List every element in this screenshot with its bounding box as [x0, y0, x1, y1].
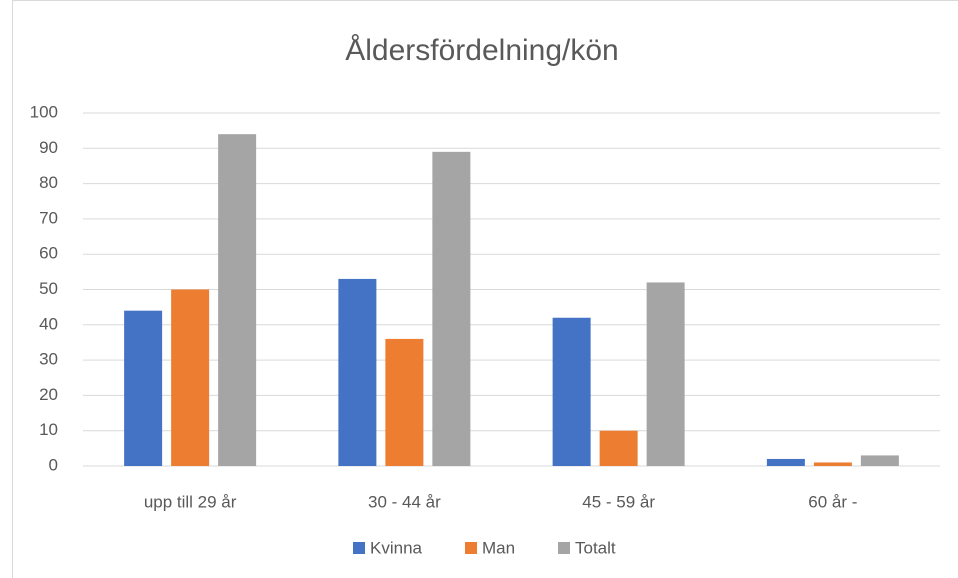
y-tick-label: 10 — [39, 420, 58, 439]
legend-label: Kvinna — [370, 538, 423, 557]
legend-swatch — [465, 542, 477, 554]
x-tick-label: 60 år - — [808, 492, 857, 511]
y-tick-label: 80 — [39, 173, 58, 192]
y-tick-label: 20 — [39, 385, 58, 404]
chart-title: Åldersfördelning/kön — [345, 34, 619, 67]
bar — [385, 338, 424, 466]
bar — [599, 430, 638, 466]
bar — [171, 289, 210, 466]
y-tick-label: 60 — [39, 244, 58, 263]
bar — [218, 134, 257, 466]
y-tick-label: 50 — [39, 279, 58, 298]
bar — [552, 317, 591, 466]
legend-swatch — [558, 542, 570, 554]
y-tick-label: 30 — [39, 350, 58, 369]
legend-swatch — [353, 542, 365, 554]
y-tick-label: 90 — [39, 138, 58, 157]
bar — [432, 151, 471, 466]
y-tick-label: 70 — [39, 208, 58, 227]
legend-label: Man — [482, 538, 515, 557]
x-tick-label: 30 - 44 år — [368, 492, 441, 511]
bar — [124, 310, 163, 466]
x-tick-label: upp till 29 år — [144, 492, 237, 511]
y-tick-label: 0 — [49, 455, 58, 474]
y-tick-label: 40 — [39, 314, 58, 333]
bar — [860, 455, 899, 466]
y-tick-label: 100 — [30, 102, 58, 121]
x-tick-label: 45 - 59 år — [582, 492, 655, 511]
bar — [646, 282, 685, 466]
bar — [766, 458, 805, 466]
bar — [813, 462, 852, 466]
legend-label: Totalt — [575, 538, 616, 557]
bar — [338, 278, 377, 466]
